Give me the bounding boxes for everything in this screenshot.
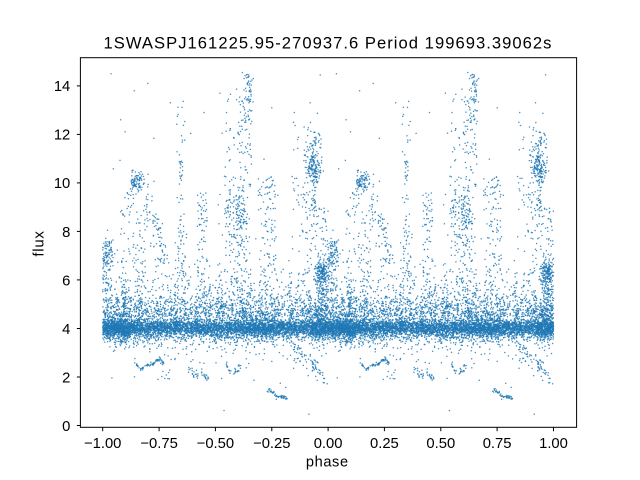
- svg-text:−1.00: −1.00: [84, 436, 121, 452]
- svg-text:0.00: 0.00: [314, 436, 343, 452]
- svg-text:0.75: 0.75: [483, 436, 512, 452]
- svg-text:4: 4: [62, 322, 70, 338]
- svg-text:−0.25: −0.25: [253, 436, 290, 452]
- svg-text:0: 0: [62, 419, 70, 435]
- svg-text:−0.75: −0.75: [140, 436, 177, 452]
- svg-text:phase: phase: [306, 454, 349, 470]
- svg-text:10: 10: [54, 176, 70, 192]
- svg-text:14: 14: [54, 79, 70, 95]
- svg-text:1.00: 1.00: [539, 436, 568, 452]
- svg-text:0.25: 0.25: [370, 436, 399, 452]
- svg-text:1SWASPJ161225.95-270937.6 Peri: 1SWASPJ161225.95-270937.6 Period 199693.…: [103, 33, 552, 52]
- svg-text:6: 6: [62, 273, 70, 289]
- svg-text:0.50: 0.50: [426, 436, 455, 452]
- svg-text:−0.50: −0.50: [197, 436, 234, 452]
- svg-text:8: 8: [62, 225, 70, 241]
- svg-text:flux: flux: [31, 230, 48, 256]
- svg-text:12: 12: [54, 128, 70, 144]
- svg-text:2: 2: [62, 370, 70, 386]
